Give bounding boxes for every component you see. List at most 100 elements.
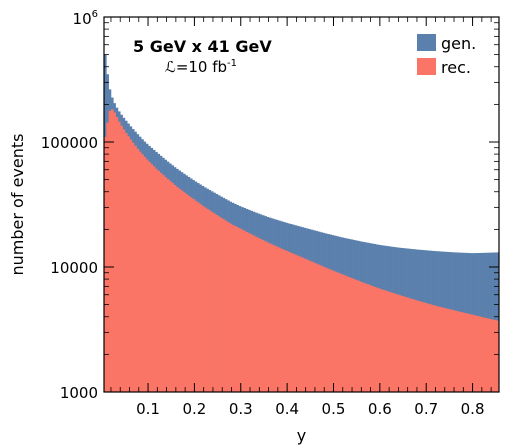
histogram-bar [280,248,284,392]
histogram-bar [443,307,446,392]
histogram-bar [494,320,497,392]
histogram-bar [136,148,140,392]
histogram-bar [392,293,395,392]
histogram-bar [229,223,233,392]
y-tick-label: 1000 [60,384,98,402]
y-tick-label: 10000 [50,259,98,277]
histogram-bar [417,300,421,392]
histogram-bar [426,303,430,392]
histogram-bar [492,319,495,392]
histogram-bar [424,302,428,392]
histogram-bar [389,292,393,392]
histogram-bar [289,252,293,392]
y-tick-label: 100000 [41,134,98,152]
x-tick-label: 0.2 [182,400,206,418]
histogram-bar [252,235,256,392]
y-top-tick-base: 10 [73,10,92,28]
histogram-bar [327,268,330,392]
histogram-bar [250,234,253,392]
histogram-bar [220,217,223,392]
histogram-bar [331,270,335,392]
x-tick-label: 0.3 [229,400,253,418]
histogram-bar [382,290,386,392]
histogram-bar [131,142,135,392]
histogram-bar [213,213,216,392]
histogram-bar [259,239,263,392]
histogram-bar [104,137,107,392]
histogram-bar [368,285,372,392]
histogram-bar [287,251,291,392]
histogram-bar [378,288,381,392]
histogram-bar [141,154,144,392]
histogram-bar [482,317,486,392]
histogram-bar [155,168,158,392]
histogram-bar [357,280,360,392]
histogram-bar [487,318,490,392]
histogram-bar [150,164,154,392]
histogram-bar [399,295,402,392]
histogram-bar [313,262,316,392]
histogram-bars [104,54,500,393]
legend-swatch [417,58,436,75]
histogram-bar [317,264,321,392]
histogram-bar [480,316,484,392]
histogram-bar [308,260,312,392]
x-axis-label: y [297,426,306,445]
histogram-bar [436,306,439,392]
histogram-bar [420,301,423,392]
histogram-bar [173,185,177,392]
histogram-bar [361,282,365,392]
histogram-bar [461,312,465,392]
histogram-bar [268,243,272,392]
histogram-bar [478,316,481,392]
histogram-bar [294,254,298,392]
histogram-bar [329,269,332,392]
legend-label: rec. [441,58,471,77]
histogram-bar [183,192,186,392]
histogram-bar [454,310,458,392]
histogram-bar [238,228,242,392]
histogram-bar [306,259,309,392]
histogram-bar [164,177,168,392]
histogram-bar [466,313,470,392]
histogram-bar [394,293,398,392]
histogram-bar [134,145,137,392]
histogram-bar [203,207,207,392]
histogram-bar [396,294,400,392]
histogram-bar [292,253,295,392]
histogram-bar [169,181,172,392]
histogram-bar [401,296,405,392]
histogram-bar [187,195,191,392]
histogram-bar [322,266,326,392]
histogram-bar [231,224,235,392]
histogram-bar [196,202,200,392]
histogram-bar [180,190,184,392]
histogram-bar [299,256,302,392]
histogram-bar [354,279,358,392]
histogram-bar [438,306,442,392]
histogram-bar [375,287,379,392]
histogram-bar [371,285,374,392]
histogram-bar [324,267,328,392]
histogram-bar [496,320,500,392]
histogram-bar [245,231,249,392]
histogram-bar [366,284,370,392]
luminosity-symbol: ℒ [165,58,176,76]
histogram-bar [473,315,477,392]
histogram-bar [336,272,339,392]
histogram-bar [350,278,353,392]
x-tick-label: 0.8 [461,400,485,418]
histogram-bar [127,136,130,392]
histogram-bar [301,257,305,392]
histogram-bar [122,129,126,392]
histogram-bar [445,308,449,392]
y-top-tick-label: 106 [73,9,98,28]
histogram-bar [413,299,416,392]
histogram-bar [415,300,418,392]
histogram-bar [248,233,251,392]
histogram-bar [110,109,114,393]
luminosity-annotation: ℒ=10 fb-1 [165,58,237,76]
histogram-bar [271,244,274,392]
histogram-bar [403,296,407,392]
